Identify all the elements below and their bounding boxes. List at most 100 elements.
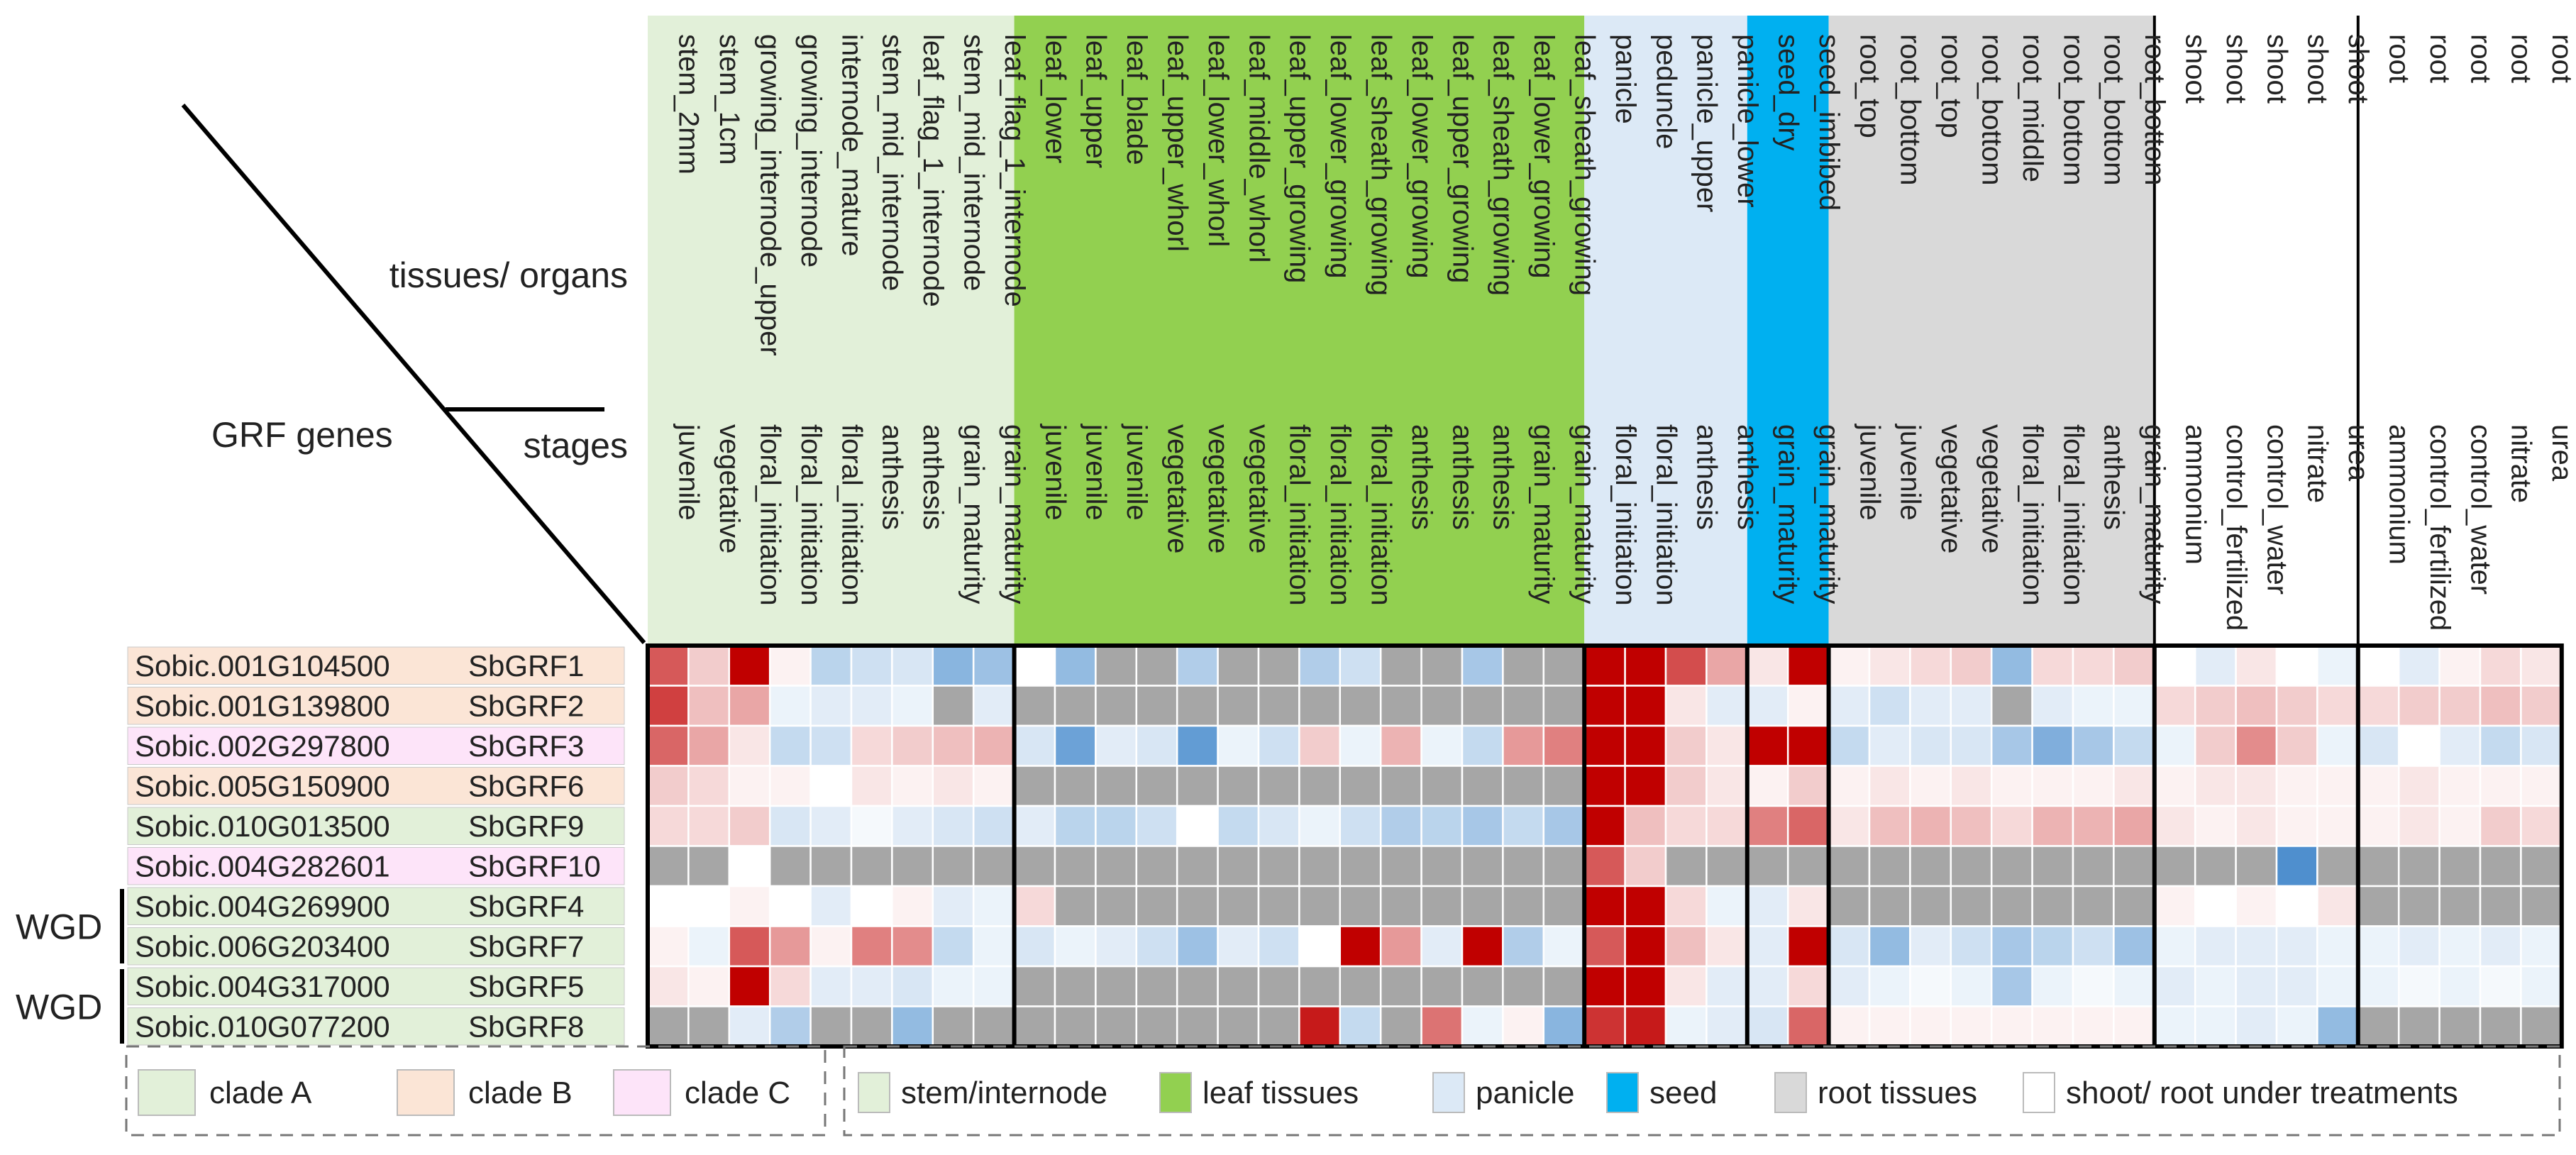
heatmap-cell	[2072, 765, 2115, 807]
heatmap-cell	[1624, 885, 1667, 927]
heatmap-cell	[850, 1005, 893, 1048]
heatmap-cell	[2397, 724, 2440, 767]
heatmap-cell	[2113, 644, 2156, 687]
heatmap-cell	[1176, 845, 1219, 888]
heatmap-cell	[2194, 685, 2237, 727]
heatmap-cell	[1257, 925, 1300, 968]
heatmap-cell	[891, 765, 934, 807]
heatmap-cell	[1502, 845, 1545, 888]
heatmap-cell	[1950, 885, 1993, 927]
heatmap-cell	[768, 1005, 812, 1048]
heatmap-cell	[1990, 925, 2033, 968]
heatmap-cell	[809, 644, 853, 687]
heatmap-cell	[1909, 925, 1952, 968]
heatmap-cell	[932, 925, 975, 968]
heatmap-cell	[1379, 765, 1422, 807]
heatmap-cell	[891, 644, 934, 687]
heatmap-cell	[2479, 805, 2522, 847]
heatmap-cell	[2520, 885, 2563, 927]
heatmap-cell	[1950, 965, 1993, 1007]
column-tissue-label: seed_dry	[1773, 34, 1804, 151]
heatmap-cell	[2316, 805, 2360, 847]
heatmap-cell	[687, 1005, 731, 1048]
heatmap-cell	[1502, 885, 1545, 927]
heatmap-cell	[1706, 685, 1749, 727]
heatmap-cell	[1502, 925, 1545, 968]
column-group-backgrounds	[648, 16, 2562, 646]
gene-name-label: SbGRF10	[468, 850, 601, 883]
column-stage-label: anthesis	[1732, 424, 1763, 530]
heatmap-cell	[891, 845, 934, 888]
heatmap-cell	[2194, 885, 2237, 927]
column-stage-label: urea	[2546, 424, 2576, 482]
heatmap-cell	[2520, 724, 2563, 767]
heatmap-cell	[1420, 925, 1464, 968]
heatmap-cell	[1990, 644, 2033, 687]
heatmap-cell	[1379, 685, 1422, 727]
heatmap-cell	[646, 685, 690, 727]
heatmap-cell	[1013, 965, 1056, 1007]
heatmap-cell	[1868, 885, 1911, 927]
gene-label-bg	[127, 807, 625, 845]
heatmap-cell	[932, 885, 975, 927]
heatmap-cell	[972, 644, 1015, 687]
column-tissue-label: root	[2384, 34, 2415, 83]
heatmap-cell	[2479, 845, 2522, 888]
heatmap-cell	[2113, 925, 2156, 968]
heatmap-cell	[1135, 965, 1178, 1007]
heatmap-cell	[1868, 925, 1911, 968]
heatmap-cell	[2397, 925, 2440, 968]
heatmap-cell	[1054, 965, 1097, 1007]
column-tissue-label: stem_1cm	[714, 34, 745, 165]
heatmap-cell	[728, 925, 771, 968]
heatmap-cell	[1095, 885, 1138, 927]
heatmap-cell	[2316, 1005, 2360, 1048]
gene-name-label: SbGRF8	[468, 1010, 584, 1044]
wgd-markers: WGD WGD	[16, 889, 124, 1044]
heatmap-cell	[891, 885, 934, 927]
heatmap-cell	[1176, 805, 1219, 847]
column-tissue-label: shoot	[2180, 34, 2211, 104]
heatmap-cell	[2031, 925, 2074, 968]
heatmap-cell	[1135, 685, 1178, 727]
heatmap-cell	[1379, 925, 1422, 968]
heatmap-cell	[1502, 644, 1545, 687]
heatmap-cell	[1135, 1005, 1178, 1048]
heatmap-cell	[1420, 644, 1464, 687]
heatmap-cell	[2153, 845, 2196, 888]
heatmap-cell	[1217, 845, 1260, 888]
column-tissue-label: root_bottom	[1977, 34, 2008, 185]
heatmap-cell	[2113, 885, 2156, 927]
heatmap-cell	[2194, 1005, 2237, 1048]
column-tissue-label: stem_mid_internode	[958, 34, 990, 291]
heatmap-cell	[2479, 685, 2522, 727]
column-stage-label: floral_initiation	[755, 424, 786, 606]
heatmap-cell	[2235, 845, 2278, 888]
heatmap-cell	[2275, 845, 2318, 888]
heatmap-cell	[1786, 644, 1830, 687]
heatmap-cell	[2438, 845, 2482, 888]
heatmap-cell	[1135, 845, 1178, 888]
heatmap-cell	[1664, 845, 1708, 888]
heatmap-cell	[2275, 724, 2318, 767]
heatmap-cell	[2031, 805, 2074, 847]
heatmap-cell	[1095, 644, 1138, 687]
corner-stages-label: stages	[524, 426, 628, 465]
heatmap-cell	[1786, 1005, 1830, 1048]
heatmap-cell	[2113, 1005, 2156, 1048]
heatmap-cell	[1217, 765, 1260, 807]
heatmap-cell	[1624, 1005, 1667, 1048]
heatmap-cell	[1339, 845, 1382, 888]
heatmap-cell	[1176, 765, 1219, 807]
heatmap-cell	[1257, 685, 1300, 727]
heatmap-cell	[1339, 965, 1382, 1007]
heatmap-cell	[2479, 724, 2522, 767]
heatmap-cell	[1950, 685, 1993, 727]
heatmap-cell	[1461, 885, 1504, 927]
heatmap-cell	[1013, 765, 1056, 807]
heatmap-cell	[850, 724, 893, 767]
heatmap-cell	[972, 845, 1015, 888]
column-tissue-label: stem_2mm	[673, 34, 704, 175]
heatmap-cell	[1095, 1005, 1138, 1048]
